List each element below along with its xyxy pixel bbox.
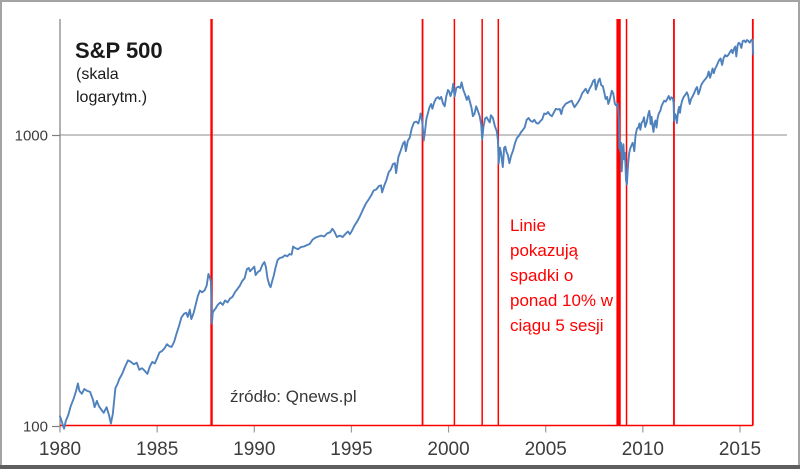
x-tick-label: 2015 [719, 439, 761, 460]
x-tick-label: 2005 [525, 439, 567, 460]
drawdown-note-line: pokazują [510, 241, 579, 260]
drawdown-note: Linie pokazują spadki o ponad 10% w ciąg… [510, 213, 630, 338]
sp500-series-line [59, 38, 755, 430]
y-tick-label: 100 [23, 419, 48, 436]
x-tick-label: 1995 [330, 439, 372, 460]
x-tick-label: 1980 [39, 439, 81, 460]
x-tick-label: 1985 [136, 439, 178, 460]
chart-title: S&P 500 [75, 38, 163, 63]
drawdown-note-line: ponad 10% w [510, 291, 614, 310]
x-tick-label: 1990 [233, 439, 275, 460]
x-tick-label: 2010 [622, 439, 664, 460]
y-tick-label: 1000 [15, 128, 48, 145]
source-label: źródło: Qnews.pl [230, 387, 357, 406]
drawdown-note-line: ciągu 5 sesji [510, 316, 604, 335]
chart-subtitle-line1: (skala [76, 66, 119, 83]
x-tick-label: 2000 [427, 439, 469, 460]
drawdown-note-line: spadki o [510, 266, 574, 285]
drawdown-note-line: Linie [510, 216, 546, 235]
chart-subtitle: (skala logarytm.) [76, 63, 166, 109]
chart-subtitle-line2: logarytm.) [76, 89, 148, 106]
